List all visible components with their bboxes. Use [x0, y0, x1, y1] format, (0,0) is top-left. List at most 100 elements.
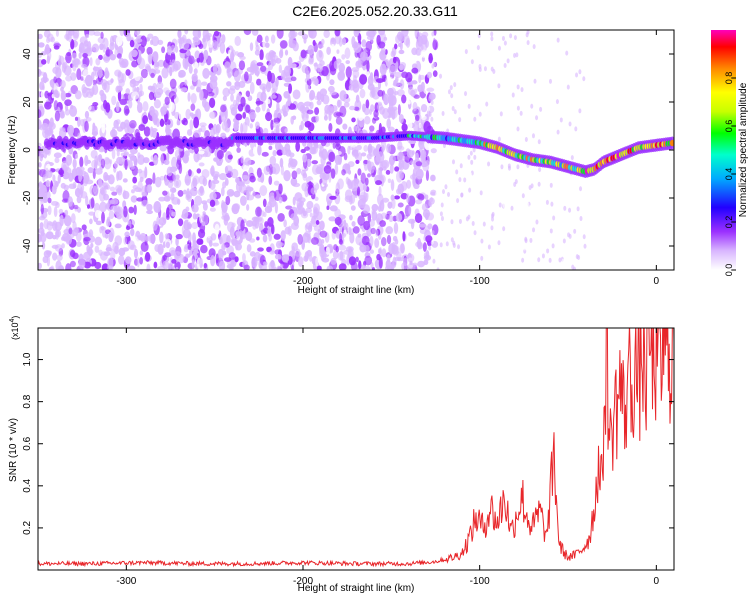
- noise-speck: [83, 236, 91, 242]
- noise-speck: [67, 196, 74, 207]
- noise-speck: [232, 203, 241, 211]
- noise-speck: [425, 169, 430, 181]
- noise-speck: [439, 73, 443, 79]
- noise-speck: [306, 109, 314, 115]
- noise-speck: [288, 103, 297, 110]
- noise-speck: [562, 238, 566, 244]
- noise-speck: [479, 200, 483, 206]
- noise-speck: [307, 44, 315, 56]
- noise-speck: [540, 213, 544, 219]
- noise-speck: [579, 216, 583, 222]
- noise-speck: [230, 106, 238, 116]
- noise-speck: [313, 62, 318, 67]
- noise-speck: [55, 202, 60, 209]
- noise-speck: [363, 106, 370, 116]
- noise-speck: [283, 65, 291, 77]
- noise-speck: [190, 85, 195, 90]
- noise-speck: [187, 92, 191, 102]
- noise-speck: [355, 159, 360, 164]
- noise-speck: [398, 49, 405, 55]
- noise-speck: [470, 59, 474, 65]
- noise-speck: [142, 157, 150, 164]
- noise-speck: [229, 85, 236, 91]
- noise-speck: [397, 183, 404, 195]
- noise-speck: [157, 243, 164, 255]
- noise-speck: [392, 256, 397, 268]
- noise-speck: [406, 179, 412, 189]
- noise-speck: [456, 237, 460, 243]
- noise-speck: [397, 104, 401, 116]
- noise-speck: [430, 191, 437, 196]
- noise-speck: [182, 228, 191, 239]
- noise-speck: [279, 157, 284, 168]
- noise-speck: [308, 30, 314, 38]
- noise-speck: [494, 242, 498, 248]
- noise-speck: [123, 236, 128, 245]
- noise-speck: [378, 186, 382, 197]
- noise-speck: [148, 53, 153, 65]
- noise-speck: [556, 37, 560, 43]
- noise-speck: [133, 248, 139, 259]
- noise-speck: [165, 128, 172, 134]
- noise-speck: [187, 244, 192, 250]
- noise-speck: [252, 190, 256, 197]
- noise-speck: [248, 73, 253, 84]
- noise-speck: [118, 57, 125, 66]
- noise-speck: [318, 151, 324, 158]
- noise-speck: [500, 130, 504, 136]
- noise-speck: [386, 76, 394, 85]
- noise-speck: [129, 155, 137, 161]
- noise-speck: [157, 75, 163, 84]
- noise-speck: [555, 99, 559, 105]
- noise-speck: [361, 197, 367, 204]
- noise-speck: [451, 188, 455, 194]
- noise-speck: [45, 180, 51, 187]
- noise-speck: [70, 39, 75, 50]
- noise-speck: [424, 113, 429, 123]
- noise-speck: [371, 203, 379, 212]
- noise-speck: [356, 144, 362, 151]
- noise-speck: [47, 122, 56, 131]
- noise-speck: [94, 245, 100, 253]
- noise-speck: [279, 39, 288, 49]
- noise-speck: [46, 55, 51, 65]
- noise-speck: [389, 163, 394, 174]
- noise-speck: [547, 56, 551, 62]
- noise-speck: [53, 152, 62, 159]
- noise-speck: [464, 49, 468, 55]
- noise-speck: [278, 183, 283, 195]
- noise-speck: [297, 31, 306, 36]
- noise-speck: [513, 52, 517, 58]
- noise-speck: [380, 237, 387, 247]
- noise-speck: [337, 251, 345, 261]
- noise-speck: [331, 105, 338, 112]
- noise-speck: [137, 57, 146, 70]
- noise-speck: [264, 42, 270, 48]
- noise-speck: [314, 78, 319, 86]
- noise-speck: [270, 224, 275, 235]
- noise-speck: [358, 260, 362, 270]
- noise-speck: [455, 169, 459, 175]
- noise-speck: [426, 264, 430, 270]
- noise-speck: [187, 221, 192, 230]
- noise-speck: [335, 182, 340, 194]
- noise-speck: [123, 205, 128, 218]
- noise-speck: [193, 129, 201, 138]
- noise-speck: [330, 37, 335, 43]
- noise-speck: [353, 30, 360, 38]
- noise-speck: [192, 232, 196, 244]
- noise-speck: [267, 70, 272, 83]
- noise-speck: [279, 49, 284, 59]
- noise-speck: [296, 167, 302, 175]
- noise-speck: [166, 152, 170, 162]
- noise-speck: [130, 49, 138, 58]
- noise-speck: [242, 252, 246, 263]
- noise-speck: [506, 58, 510, 64]
- noise-speck: [430, 148, 437, 154]
- noise-speck: [47, 205, 52, 216]
- noise-speck: [546, 248, 550, 254]
- noise-speck: [451, 254, 455, 260]
- noise-speck: [491, 211, 495, 217]
- noise-speck: [425, 250, 430, 260]
- noise-speck: [231, 238, 237, 247]
